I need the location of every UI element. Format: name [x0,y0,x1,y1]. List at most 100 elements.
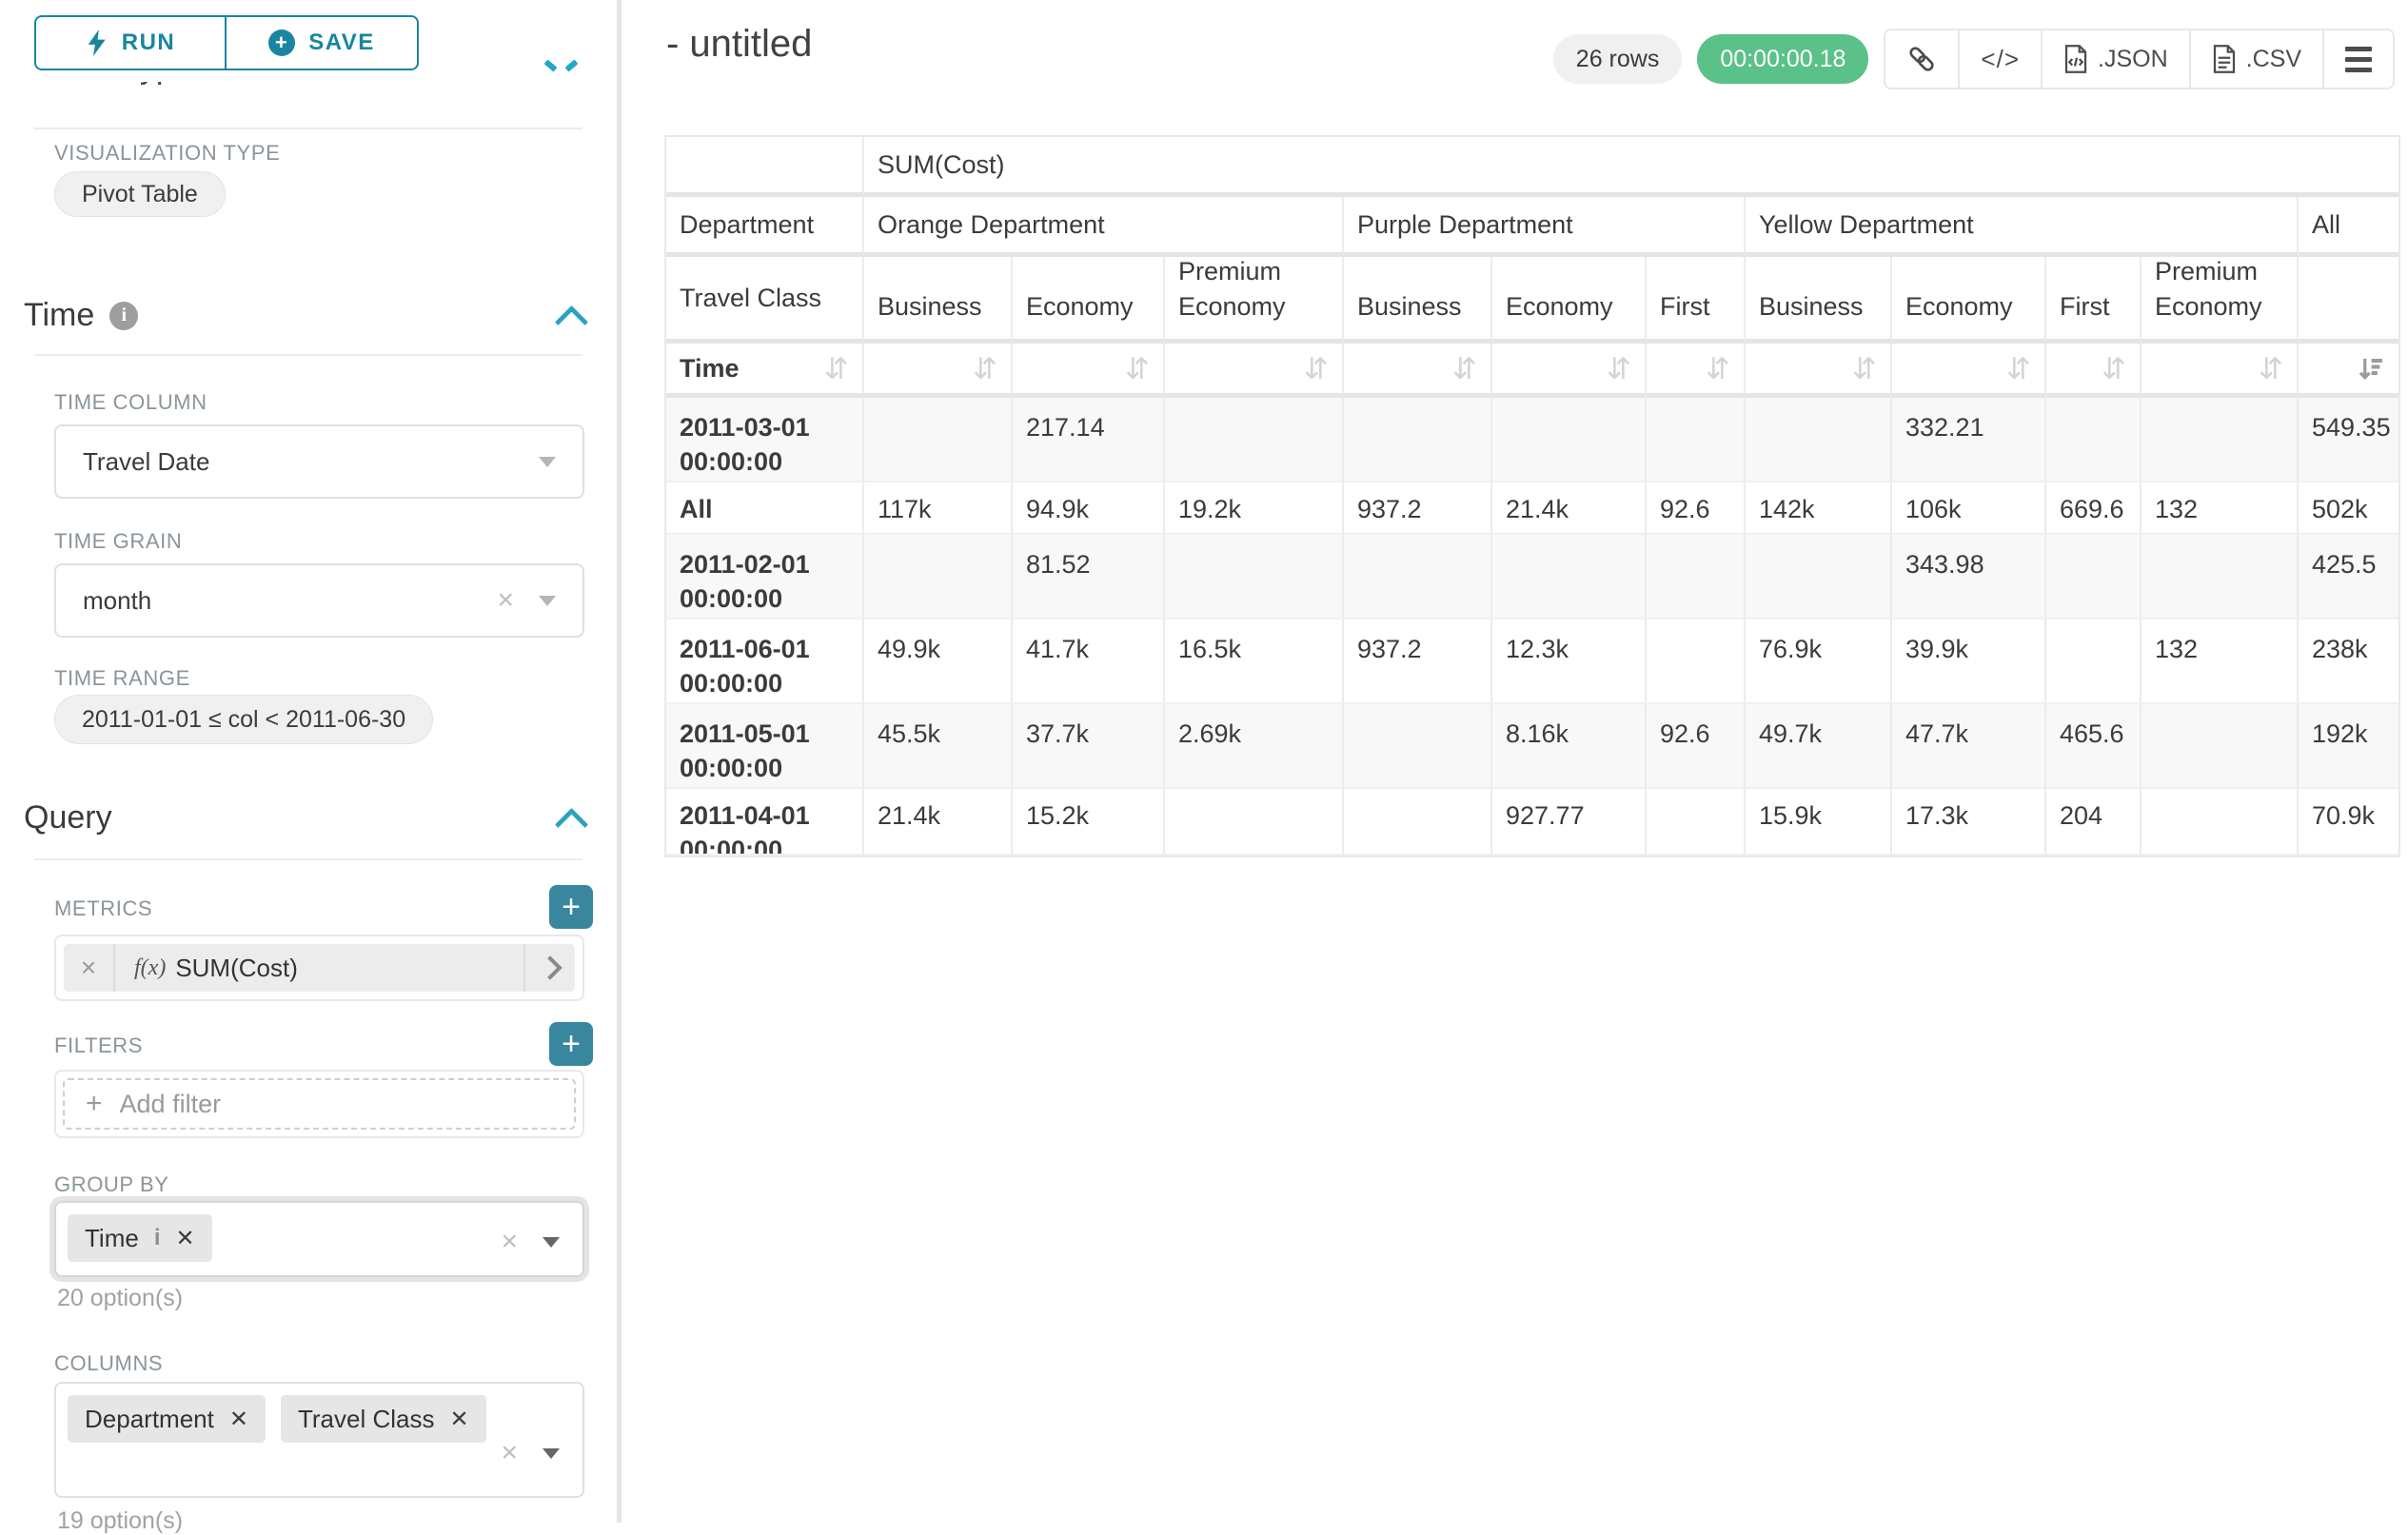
remove-tag-icon[interactable]: ✕ [175,1225,194,1252]
time-grain-label: TIME GRAIN [54,529,182,554]
metric-pill[interactable]: × f(x) SUM(Cost) [64,944,575,992]
info-circle-icon: i [109,302,138,330]
sort-cell: ⇵ [1492,344,1647,398]
run-button[interactable]: RUN [34,15,227,70]
x-icon[interactable]: × [501,1439,518,1467]
value-cell: 92.6 [1647,704,1746,789]
value-cell: 49.9k [864,620,1013,704]
save-button[interactable]: + SAVE [227,15,419,70]
value-cell [1165,535,1344,620]
sort-updown-icon[interactable]: ⇵ [824,354,849,384]
plus-icon: + [562,891,581,923]
value-cell: 21.4k [864,789,1013,856]
columns-label: COLUMNS [54,1351,163,1376]
more-options-button[interactable] [2324,30,2393,88]
caret-down-icon[interactable] [543,1237,560,1248]
sort-updown-icon[interactable]: ⇵ [2102,354,2126,384]
travel-class-cell: Premium Economy [1165,257,1344,344]
expand-metric-button[interactable] [523,944,575,992]
link-icon [1906,44,1937,74]
sort-updown-icon[interactable]: ⇵ [2259,354,2283,384]
value-cell: 8.16k [1492,704,1647,789]
run-button-label: RUN [122,30,176,56]
time-column-label: TIME COLUMN [54,390,207,415]
value-cell [1344,535,1492,620]
row-label-cell: All [666,482,864,535]
value-cell [864,398,1013,482]
value-cell [1344,789,1492,856]
group-by-tag-time[interactable]: Time i ✕ [68,1214,212,1262]
value-cell: 669.6 [2046,482,2142,535]
sort-updown-icon[interactable]: ⇵ [1852,354,1877,384]
value-cell [1746,398,1892,482]
remove-metric-icon[interactable]: × [64,944,115,992]
time-grain-select[interactable]: month × [54,563,584,638]
sort-cell: ⇵ [2142,344,2299,398]
columns-select[interactable]: Department ✕ Travel Class ✕ × [54,1382,584,1498]
value-cell: 106k [1892,482,2046,535]
x-icon[interactable]: × [501,1228,518,1256]
row-label-cell: 2011-02-01 00:00:00 [666,535,864,620]
remove-tag-icon[interactable]: ✕ [229,1406,248,1433]
group-by-select[interactable]: Time i ✕ × [54,1201,584,1277]
query-section-collapse-icon[interactable] [555,808,588,841]
sort-updown-icon[interactable]: ⇵ [1304,354,1329,384]
add-filter-button[interactable]: + Add filter [63,1078,576,1130]
value-cell: 15.2k [1013,789,1165,856]
visualization-type-pill[interactable]: Pivot Table [54,171,226,217]
add-metric-button[interactable]: + [549,885,593,929]
value-cell: 238k [2299,620,2398,704]
tag-label: Time [85,1224,139,1253]
menu-icon [2345,47,2372,72]
sort-descending-icon[interactable] [2357,354,2385,383]
value-cell [2142,398,2299,482]
value-cell [2046,535,2142,620]
query-section-title: Query [24,799,112,836]
copy-link-button[interactable] [1885,30,1960,88]
value-cell [1647,620,1746,704]
value-cell: 217.14 [1013,398,1165,482]
value-cell: 937.2 [1344,620,1492,704]
select-controls: × [501,1228,560,1256]
embed-code-button[interactable]: </> [1960,30,2043,88]
sort-cell: ⇵ [1746,344,1892,398]
travel-class-cell: Business [1746,257,1892,344]
sort-updown-icon[interactable]: ⇵ [1125,354,1150,384]
travel-class-header-cell: Travel Class [666,257,864,344]
sort-updown-icon[interactable]: ⇵ [1452,354,1477,384]
sort-updown-icon[interactable]: ⇵ [1706,354,1730,384]
time-section-collapse-icon[interactable] [555,305,588,339]
value-cell: 343.98 [1892,535,2046,620]
control-panel: Chart Type RUN + SAVE VISUALIZATION TYPE… [0,0,617,1523]
time-range-pill[interactable]: 2011-01-01 ≤ col < 2011-06-30 [54,695,433,744]
columns-tag-department[interactable]: Department ✕ [68,1395,266,1443]
caret-down-icon[interactable] [543,1448,560,1459]
export-csv-button[interactable]: .CSV [2191,30,2324,88]
value-cell [2046,620,2142,704]
value-cell: 47.7k [1892,704,2046,789]
value-cell [1647,535,1746,620]
x-icon[interactable]: × [497,586,514,615]
export-json-button[interactable]: .JSON [2043,30,2191,88]
tag-label: Department [85,1405,214,1434]
value-cell [864,535,1013,620]
department-header-cell: Department [666,197,864,257]
plus-icon: + [562,1028,581,1060]
add-filter-plus-button[interactable]: + [549,1022,593,1066]
value-cell: 117k [864,482,1013,535]
value-cell [1344,704,1492,789]
sort-updown-icon[interactable]: ⇵ [1607,354,1631,384]
value-cell: 70.9k [2299,789,2398,856]
sort-updown-icon[interactable]: ⇵ [2006,354,2031,384]
columns-tag-travel-class[interactable]: Travel Class ✕ [281,1395,486,1443]
row-count-badge: 26 rows [1553,34,1683,84]
sort-updown-icon[interactable]: ⇵ [973,354,997,384]
travel-class-cell [2299,257,2398,344]
visualization-type-label: VISUALIZATION TYPE [54,141,280,166]
value-cell: 81.52 [1013,535,1165,620]
save-button-label: SAVE [308,30,375,56]
time-column-select[interactable]: Travel Date [54,424,584,499]
value-cell [1492,535,1647,620]
value-cell [2046,398,2142,482]
remove-tag-icon[interactable]: ✕ [449,1406,468,1433]
